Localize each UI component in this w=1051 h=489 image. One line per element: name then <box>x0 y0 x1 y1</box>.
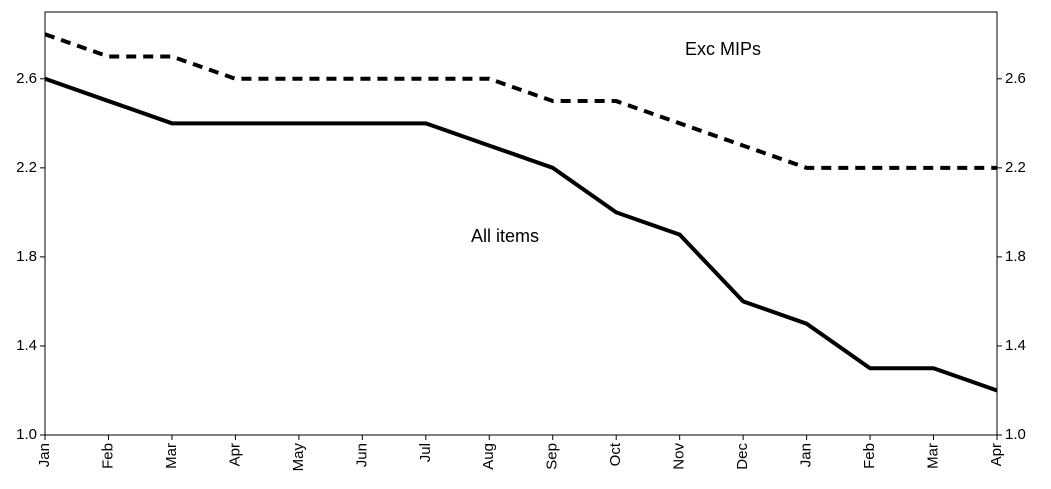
x-tick-label: Mar <box>925 443 942 469</box>
x-tick-label: Oct <box>607 442 624 466</box>
y2-tick-label: 1.8 <box>1005 248 1026 265</box>
x-tick-label: Apr <box>988 443 1005 466</box>
x-tick-label: Aug <box>480 443 497 470</box>
x-tick-label: Apr <box>226 443 243 466</box>
series-line <box>44 76 998 393</box>
series-line <box>44 32 997 170</box>
x-tick-label: Jun <box>353 443 370 467</box>
y-tick-label: 1.0 <box>16 426 37 443</box>
x-tick-label: Feb <box>861 443 878 469</box>
y-tick-label: 1.4 <box>16 337 37 354</box>
x-tick-label: May <box>290 443 307 472</box>
y2-tick-label: 2.6 <box>1005 70 1026 87</box>
y2-tick-label: 1.0 <box>1005 426 1026 443</box>
y2-tick-label: 2.2 <box>1005 159 1026 176</box>
y2-tick-label: 1.4 <box>1005 337 1026 354</box>
x-tick-label: Jul <box>417 443 434 462</box>
x-tick-label: Mar <box>163 443 180 469</box>
x-tick-label: Jan <box>798 443 815 467</box>
x-tick-label: Jan <box>36 443 53 467</box>
series-label: Exc MIPs <box>685 39 761 59</box>
y-tick-label: 1.8 <box>16 248 37 265</box>
plot-frame <box>44 11 998 436</box>
y-tick-label: 2.2 <box>16 159 37 176</box>
x-tick-label: Sep <box>544 443 561 470</box>
x-tick-label: Nov <box>671 443 688 470</box>
x-tick-label: Dec <box>734 443 751 470</box>
series-label: All items <box>471 226 539 246</box>
y-tick-label: 2.6 <box>16 70 37 87</box>
x-tick-label: Feb <box>99 443 116 469</box>
